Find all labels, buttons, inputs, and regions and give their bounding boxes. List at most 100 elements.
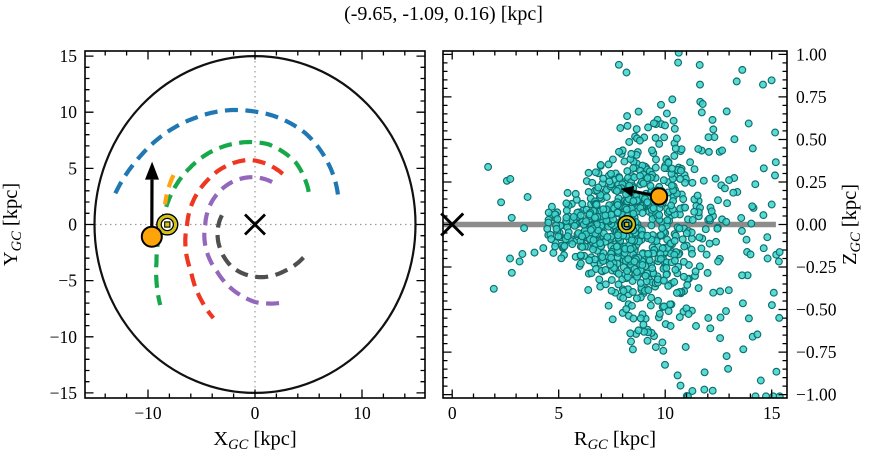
spiral-arm-orange xyxy=(162,174,176,205)
scatter-point xyxy=(647,221,656,230)
scatter-point xyxy=(596,239,605,248)
scatter-point xyxy=(551,242,560,251)
xy-panel: −10 0 10 15 10 5 0 −5 −10 −15 XGC [kpc] YGC [kpc] xyxy=(0,46,426,453)
scatter-point xyxy=(772,367,781,376)
scatter-point xyxy=(660,164,669,173)
scatter-point xyxy=(737,226,746,235)
scatter-point xyxy=(601,211,610,220)
scatter-point xyxy=(746,250,755,259)
scatter-point xyxy=(670,256,679,265)
scatter-point xyxy=(759,211,768,220)
scatter-point xyxy=(767,200,776,209)
scatter-point xyxy=(748,202,757,211)
scatter-point xyxy=(484,162,493,171)
scatter-point xyxy=(646,181,655,190)
scatter-point xyxy=(596,161,605,169)
scatter-point xyxy=(530,248,539,257)
axis-ticks xyxy=(443,51,787,398)
scatter-point xyxy=(706,324,715,333)
scatter-point xyxy=(763,233,772,242)
scatter-point xyxy=(576,211,585,220)
scatter-point xyxy=(708,386,717,395)
scatter-point xyxy=(654,296,662,305)
y-tick-label: 0 xyxy=(68,215,77,235)
scatter-point xyxy=(632,125,641,134)
scatter-point xyxy=(693,191,702,200)
scatter-point xyxy=(667,201,676,210)
scatter-point xyxy=(729,188,738,197)
scatter-point xyxy=(681,203,690,212)
scatter-point xyxy=(747,219,756,228)
scatter-point xyxy=(489,284,498,293)
scatter-point xyxy=(702,250,711,259)
scatter-point xyxy=(638,261,647,269)
scatter-point xyxy=(507,213,516,222)
scatter-point xyxy=(676,381,685,390)
scatter-point xyxy=(659,346,668,355)
scatter-point xyxy=(622,68,631,77)
scatter-point xyxy=(660,133,669,142)
scatter-point xyxy=(675,224,684,233)
scatter-point xyxy=(709,125,718,134)
scatter-point xyxy=(775,313,784,322)
scatter-point xyxy=(554,232,563,241)
scatter-point xyxy=(753,330,762,339)
scatter-point xyxy=(704,314,713,322)
y-tick-label: 15 xyxy=(60,46,78,66)
scatter-point xyxy=(641,271,650,280)
scatter-point xyxy=(614,269,623,278)
scatter-point xyxy=(647,293,656,302)
scatter-point xyxy=(691,267,700,276)
scatter-point xyxy=(670,236,679,245)
scatter-point xyxy=(607,253,616,262)
object-marker xyxy=(140,225,163,248)
y-tick-label: −0.50 xyxy=(796,300,837,320)
scatter-point xyxy=(614,280,623,289)
scatter-point xyxy=(679,257,688,266)
scatter-point xyxy=(769,288,778,297)
scatter-point xyxy=(652,155,660,164)
scatter-point xyxy=(549,248,558,257)
scatter-point xyxy=(671,265,680,274)
scatter-point xyxy=(686,158,695,167)
x-tick-label: 10 xyxy=(656,403,674,423)
scatter-point xyxy=(697,108,706,117)
spiral-arm-blue xyxy=(113,107,340,195)
scatter-point xyxy=(627,236,636,245)
scatter-point xyxy=(742,235,751,244)
scatter-point xyxy=(552,224,561,233)
scatter-point xyxy=(681,343,690,351)
scatter-point xyxy=(560,242,569,251)
scatter-point xyxy=(518,250,527,258)
y-tick-label: −15 xyxy=(50,383,78,403)
scatter-point xyxy=(716,334,725,343)
scatter-point xyxy=(651,343,660,352)
scatter-point xyxy=(705,214,714,223)
scatter-point xyxy=(674,58,683,67)
scatter-point xyxy=(724,364,733,373)
scatter-point xyxy=(673,371,682,380)
y-tick-label: −0.75 xyxy=(796,342,837,362)
scatter-point xyxy=(697,244,706,253)
scatter-point xyxy=(739,345,748,354)
scatter-point xyxy=(562,206,571,215)
scatter-point xyxy=(690,165,699,174)
scatter-point xyxy=(661,121,669,130)
scatter-point xyxy=(671,144,680,153)
scatter-point xyxy=(634,326,643,335)
scatter-point xyxy=(720,184,729,193)
scatter-point xyxy=(643,231,652,240)
scatter-point xyxy=(748,144,757,153)
scatter-point xyxy=(672,288,681,297)
scatter-point xyxy=(605,177,614,186)
scatter-point xyxy=(506,254,514,263)
figure-title: (-9.65, -1.09, 0.16) [kpc] xyxy=(344,3,543,25)
scatter-point xyxy=(722,217,731,226)
scatter-point xyxy=(644,123,653,132)
scatter-point xyxy=(629,197,638,206)
x-tick-label: 5 xyxy=(554,403,563,423)
scatter-point xyxy=(767,301,776,310)
scatter-point xyxy=(591,168,600,177)
scatter-point xyxy=(738,271,747,280)
scatter-point xyxy=(557,254,566,263)
